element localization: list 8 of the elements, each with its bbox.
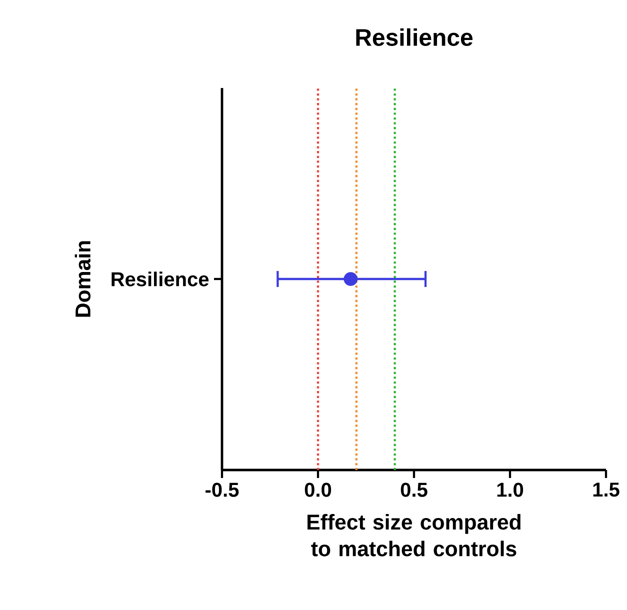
y-axis-title: Domain [74, 241, 91, 317]
x-tick-label: 1.5 [593, 482, 620, 497]
x-axis-title: Effect size compared to matched controls [308, 514, 520, 556]
x-tick-label: 0.5 [400, 482, 428, 497]
x-tick-label: -0.5 [206, 482, 239, 497]
x-tick-label: 0.0 [304, 482, 332, 497]
chart-title: Resilience [356, 28, 473, 46]
x-tick-label: 1.0 [497, 482, 524, 497]
